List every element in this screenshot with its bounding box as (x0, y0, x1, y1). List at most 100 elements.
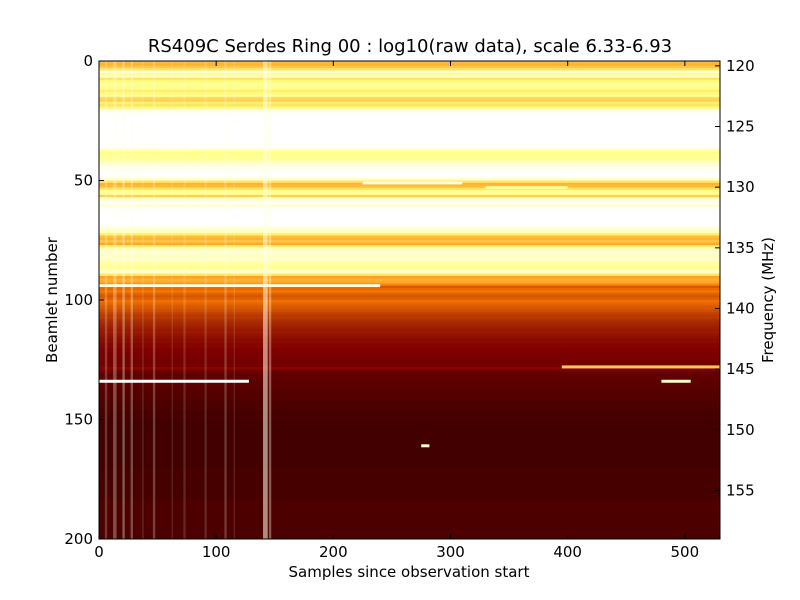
heatmap-row (99, 321, 720, 325)
heatmap-row (99, 94, 720, 98)
heatmap-row (99, 491, 720, 494)
heatmap-row (99, 366, 720, 370)
heatmap-row (99, 338, 720, 342)
y2-axis-ticks: 120 125 130 135 140 145 150 155 (715, 57, 755, 499)
heatmap-row (99, 345, 720, 349)
heatmap-row (99, 464, 720, 468)
heatmap-row (99, 84, 720, 88)
heatmap-row (99, 388, 720, 392)
heatmap-row (99, 204, 720, 208)
y2-tick-label: 145 (726, 360, 755, 378)
heatmap-row (99, 426, 720, 430)
heatmap-row (99, 374, 720, 377)
column-feature (152, 61, 156, 539)
heatmap-row (99, 264, 720, 267)
heatmap-row (99, 433, 720, 437)
heatmap-row (99, 383, 720, 387)
heatmap-row (99, 297, 720, 301)
heatmap-row (99, 245, 720, 248)
heatmap-row (99, 80, 720, 83)
heatmap-row (99, 441, 720, 444)
heatmap (99, 61, 720, 540)
heatmap-row (99, 397, 720, 401)
heatmap-row (99, 221, 720, 224)
heatmap-row (99, 154, 720, 157)
heatmap-row (99, 309, 720, 313)
heatmap-row (99, 290, 720, 294)
heatmap-row (99, 149, 720, 153)
heatmap-row (99, 261, 720, 265)
y2-tick-label: 130 (726, 178, 755, 196)
heatmap-row (99, 493, 720, 497)
heatmap-row (99, 230, 720, 234)
heatmap-row (99, 316, 720, 320)
heatmap-row (99, 476, 720, 480)
y-axis-label: Beamlet number (43, 236, 61, 363)
heatmap-row (99, 278, 720, 282)
heatmap-row (99, 187, 720, 191)
heatmap-row (99, 369, 720, 373)
heatmap-row (99, 357, 720, 361)
heatmap-row (99, 378, 720, 382)
heatmap-row (99, 132, 720, 136)
heatmap-row (99, 82, 720, 86)
heatmap-row (99, 448, 720, 451)
heatmap-row (99, 168, 720, 172)
heatmap-row (99, 106, 720, 110)
heatmap-row (99, 424, 720, 428)
heatmap-row (99, 247, 720, 251)
heatmap-row (99, 185, 720, 189)
heatmap-row (99, 72, 720, 76)
heatmap-row (99, 467, 720, 471)
heatmap-row (99, 395, 720, 399)
heatmap-row (99, 450, 720, 454)
y2-tick-label: 140 (726, 299, 755, 317)
heatmap-row (99, 390, 720, 394)
heatmap-row (99, 108, 720, 112)
heatmap-row (99, 242, 720, 246)
heatmap-row (99, 161, 720, 165)
heatmap-row (99, 498, 720, 502)
heatmap-row (99, 529, 720, 533)
heatmap-row (99, 536, 720, 540)
heatmap-row (99, 402, 720, 406)
heatmap-row (99, 99, 720, 103)
bright-segment (661, 379, 691, 383)
heatmap-row (99, 197, 720, 201)
bright-segment (99, 379, 249, 383)
heatmap-row (99, 283, 720, 287)
bright-segment (485, 186, 568, 190)
heatmap-row (99, 233, 720, 236)
heatmap-row (99, 118, 720, 122)
heatmap-row (99, 431, 720, 435)
x-tick-label: 300 (436, 543, 465, 561)
heatmap-row (99, 190, 720, 193)
y2-tick-label: 125 (726, 118, 755, 136)
heatmap-row (99, 445, 720, 449)
heatmap-row (99, 510, 720, 514)
heatmap-row (99, 515, 720, 518)
heatmap-row (99, 89, 720, 93)
heatmap-row (99, 481, 720, 485)
heatmap-row (99, 70, 720, 74)
bright-segment (99, 269, 720, 273)
heatmap-row (99, 139, 720, 143)
heatmap-row (99, 484, 720, 487)
heatmap-row (99, 111, 720, 114)
heatmap-row (99, 486, 720, 490)
heatmap-row (99, 175, 720, 179)
column-feature (183, 61, 186, 539)
heatmap-row (99, 211, 720, 215)
heatmap-row (99, 235, 720, 239)
column-feature (122, 61, 125, 539)
heatmap-row (99, 393, 720, 396)
heatmap-row (99, 488, 720, 492)
y-tick-label: 100 (64, 291, 93, 309)
column-feature (233, 61, 235, 539)
heatmap-row (99, 519, 720, 523)
heatmap-row (99, 457, 720, 461)
heatmap-row (99, 350, 720, 353)
column-feature (113, 61, 117, 539)
heatmap-row (99, 474, 720, 478)
